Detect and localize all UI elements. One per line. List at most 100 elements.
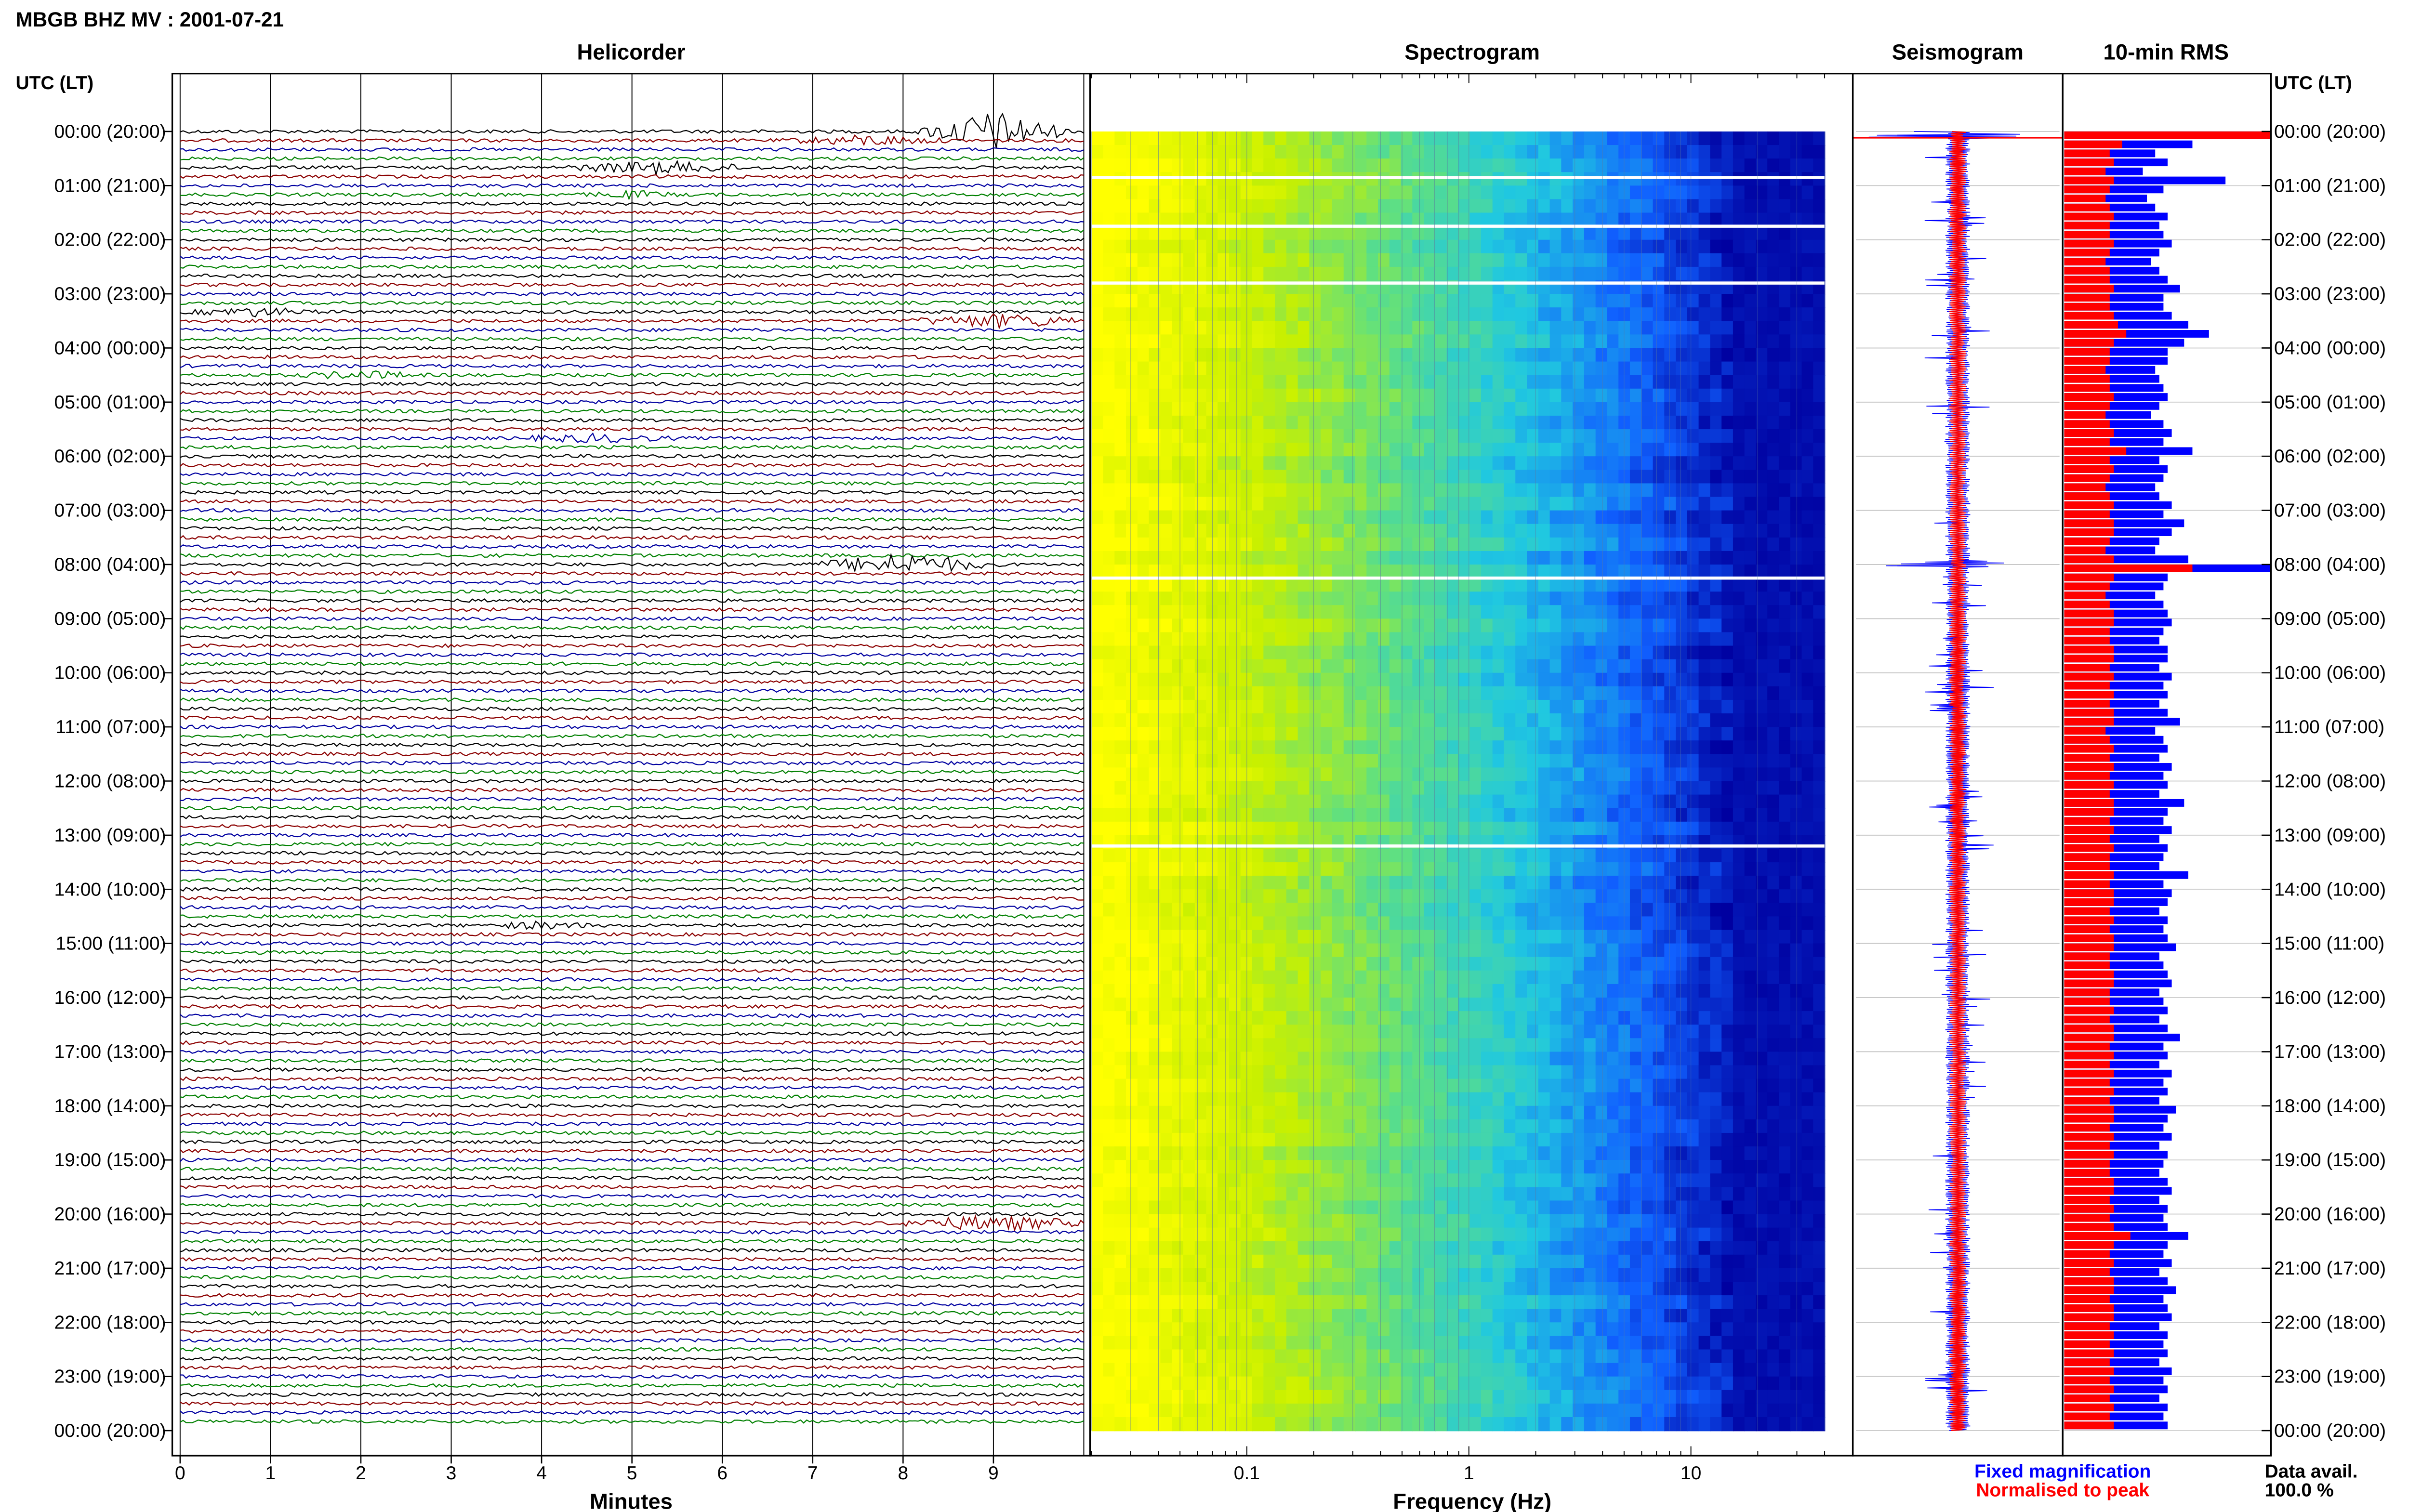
spectrogram-cell [1229, 781, 1242, 795]
spectrogram-cell [1458, 794, 1470, 809]
spectrogram-cell [1343, 131, 1356, 146]
spectrogram-cell [1618, 307, 1631, 322]
spectrogram-cell [1767, 1038, 1780, 1052]
spectrogram-cell [1641, 158, 1654, 173]
spectrogram-cell [1813, 699, 1826, 714]
spectrogram-cell [1183, 1146, 1195, 1161]
spectrogram-cell [1446, 456, 1459, 471]
spectrogram-cell [1389, 443, 1402, 457]
spectrogram-cell [1698, 740, 1711, 755]
spectrogram-cell [1629, 402, 1642, 417]
spectrogram-cell [1481, 537, 1494, 552]
spectrogram-cell [1401, 889, 1413, 904]
spectrogram-cell [1744, 659, 1757, 674]
spectrogram-cell [1778, 375, 1791, 390]
spectrogram-cell [1240, 226, 1253, 241]
spectrogram-cell [1595, 618, 1608, 633]
spectrogram-cell [1218, 632, 1230, 646]
spectrogram-cell [1412, 524, 1425, 539]
spectrogram-cell [1446, 645, 1459, 660]
spectrogram-cell [1229, 1078, 1242, 1093]
spectrogram-cell [1515, 131, 1528, 146]
spectrogram-cell [1527, 456, 1539, 471]
spectrogram-cell [1676, 645, 1688, 660]
spectrogram-cell [1538, 632, 1550, 646]
spectrogram-cell [1595, 713, 1608, 728]
spectrogram-cell [1573, 226, 1585, 241]
helicorder-trace [180, 313, 1084, 329]
spectrogram-cell [1778, 984, 1791, 999]
spectrogram-cell [1687, 1038, 1699, 1052]
spectrogram-cell [1286, 212, 1298, 227]
spectrogram-cell [1629, 903, 1642, 917]
spectrogram-cell [1401, 253, 1413, 268]
spectrogram-cell [1481, 253, 1494, 268]
spectrogram-cell [1676, 1092, 1688, 1107]
spectrogram-cell [1767, 672, 1780, 687]
spectrogram-cell [1412, 172, 1425, 186]
spectrogram-cell [1286, 1146, 1298, 1161]
spectrogram-cell [1801, 429, 1814, 444]
spectrogram-cell [1733, 199, 1745, 213]
spectrogram-cell [1172, 266, 1184, 281]
spectrogram-cell [1194, 578, 1207, 592]
spectrogram-cell [1103, 456, 1115, 471]
spectrogram-cell [1676, 618, 1688, 633]
spectrogram-cell [1366, 686, 1379, 701]
spectrogram-cell [1252, 794, 1264, 809]
spectrogram-cell [1252, 727, 1264, 741]
spectrogram-cell [1286, 402, 1298, 417]
spectrogram-cell [1126, 131, 1138, 146]
spectrogram-cell [1286, 375, 1298, 390]
spectrogram-cell [1573, 239, 1585, 254]
spectrogram-cell [1595, 1119, 1608, 1134]
spectrogram-cell [1126, 659, 1138, 674]
spectrogram-cell [1091, 781, 1104, 795]
spectrogram-cell [1401, 1092, 1413, 1107]
spectrogram-cell [1744, 713, 1757, 728]
spectrogram-cell [1801, 348, 1814, 362]
spectrogram-cell [1252, 876, 1264, 890]
spectrogram-cell [1229, 1052, 1242, 1066]
spectrogram-cell [1343, 429, 1356, 444]
spectrogram-cell [1275, 821, 1287, 836]
helicorder-trace [180, 733, 1084, 739]
spectrogram-cell [1801, 564, 1814, 579]
spectrogram-cell [1618, 1038, 1631, 1052]
spectrogram-cell [1733, 943, 1745, 958]
spectrogram-cell [1446, 348, 1459, 362]
spectrogram-cell [1538, 1025, 1550, 1039]
spectrogram-cell [1653, 307, 1665, 322]
spectrogram-cell [1091, 1052, 1104, 1066]
spectrogram-cell [1595, 930, 1608, 944]
spectrogram-cell [1641, 334, 1654, 349]
spectrogram-cell [1126, 699, 1138, 714]
spectrogram-cell [1504, 754, 1516, 768]
spectrogram-cell [1149, 443, 1161, 457]
spectrogram-cell [1664, 212, 1677, 227]
spectrogram-cell [1584, 808, 1596, 823]
spectrogram-cell [1561, 239, 1574, 254]
spectrogram-cell [1366, 957, 1379, 972]
spectrogram-cell [1618, 551, 1631, 565]
spectrogram-cell [1584, 848, 1596, 863]
spectrogram-cell [1137, 903, 1150, 917]
spectrogram-cell [1515, 998, 1528, 1012]
spectrogram-cell [1091, 605, 1104, 619]
spectrogram-cell [1721, 848, 1734, 863]
spectrogram-cell [1114, 1105, 1127, 1120]
spectrogram-cell [1435, 321, 1447, 335]
spectrogram-cell [1641, 605, 1654, 619]
spectrogram-cell [1446, 253, 1459, 268]
spectrogram-cell [1721, 402, 1734, 417]
spectrogram-cell [1458, 172, 1470, 186]
spectrogram-cell [1355, 808, 1367, 823]
spectrogram-cell [1698, 862, 1711, 877]
spectrogram-cell [1377, 294, 1390, 308]
spectrogram-cell [1584, 266, 1596, 281]
spectrogram-cell [1698, 821, 1711, 836]
spectrogram-cell [1676, 754, 1688, 768]
spectrogram-cell [1401, 781, 1413, 795]
spectrogram-cell [1710, 727, 1722, 741]
spectrogram-cell [1389, 456, 1402, 471]
